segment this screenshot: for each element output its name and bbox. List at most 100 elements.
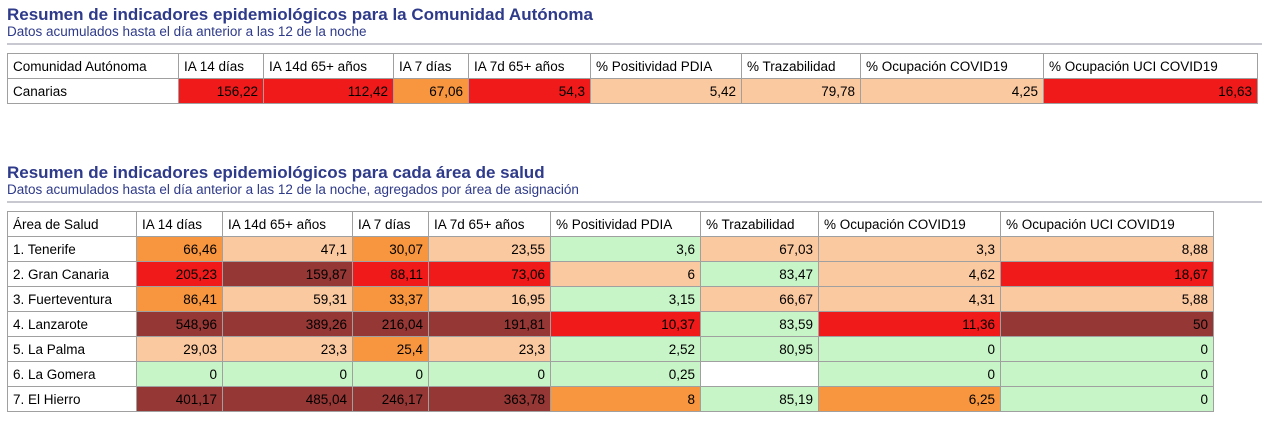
indicator-cell: 23,3 xyxy=(428,336,551,362)
indicator-cell: 112,42 xyxy=(263,78,394,104)
data-row: 6. La Gomera 0 0 0 0 0,25 0 0 xyxy=(7,361,1214,387)
indicator-cell: 73,06 xyxy=(428,261,551,287)
indicator-cell: 548,96 xyxy=(136,311,223,337)
column-header: Comunidad Autónoma xyxy=(7,53,179,79)
indicator-cell: 0 xyxy=(818,361,1001,387)
indicator-cell: 18,67 xyxy=(1000,261,1214,287)
indicator-cell: 0 xyxy=(352,361,429,387)
indicator-cell: 33,37 xyxy=(352,286,429,312)
data-row: 3. Fuerteventura 86,41 59,31 33,37 16,95 3,15… xyxy=(7,286,1214,312)
indicator-cell: 47,1 xyxy=(222,236,353,262)
indicator-cell: 2,52 xyxy=(550,336,701,362)
indicator-cell: 4,31 xyxy=(818,286,1001,312)
row-label: 2. Gran Canaria xyxy=(7,261,137,287)
section-community: Resumen de indicadores epidemiológicos p… xyxy=(7,5,1262,104)
indicator-cell: 67,03 xyxy=(700,236,819,262)
indicator-cell: 23,3 xyxy=(222,336,353,362)
indicator-cell: 0 xyxy=(222,361,353,387)
indicator-cell: 88,11 xyxy=(352,261,429,287)
column-header: % Ocupación UCI COVID19 xyxy=(1000,211,1214,237)
header-row: Comunidad Autónoma IA 14 días IA 14d 65+ a… xyxy=(7,53,1258,79)
row-label: 3. Fuerteventura xyxy=(7,286,137,312)
indicator-cell: 363,78 xyxy=(428,386,551,412)
column-header: % Trazabilidad xyxy=(700,211,819,237)
indicator-cell: 6,25 xyxy=(818,386,1001,412)
column-header: % Trazabilidad xyxy=(741,53,861,79)
indicator-cell: 66,46 xyxy=(136,236,223,262)
indicator-cell: 156,22 xyxy=(178,78,264,104)
indicator-cell: 11,36 xyxy=(818,311,1001,337)
row-label: 4. Lanzarote xyxy=(7,311,137,337)
title: Resumen de indicadores epidemiológicos p… xyxy=(7,163,545,182)
row-label: 5. La Palma xyxy=(7,336,137,362)
indicator-cell: 0 xyxy=(1000,386,1214,412)
column-header: % Positividad PDIA xyxy=(550,211,701,237)
column-header: IA 7 días xyxy=(393,53,469,79)
indicator-cell: 83,59 xyxy=(700,311,819,337)
indicator-cell: 216,04 xyxy=(352,311,429,337)
indicator-cell: 5,42 xyxy=(590,78,742,104)
indicator-cell: 85,19 xyxy=(700,386,819,412)
divider xyxy=(7,43,1262,45)
row-label: 7. El Hierro xyxy=(7,386,137,412)
indicator-cell: 0 xyxy=(818,336,1001,362)
indicator-cell: 191,81 xyxy=(428,311,551,337)
indicator-cell: 5,88 xyxy=(1000,286,1214,312)
indicator-cell: 6 xyxy=(550,261,701,287)
subtitle: Datos acumulados hasta el día anterior a… xyxy=(7,182,579,197)
column-header: IA 14d 65+ años xyxy=(222,211,353,237)
data-row: 7. El Hierro 401,17 485,04 246,17 363,78 8 85,… xyxy=(7,386,1214,412)
header-row: Área de Salud IA 14 días IA 14d 65+ años IA… xyxy=(7,211,1214,237)
indicator-cell: 16,63 xyxy=(1043,78,1258,104)
indicator-cell: 0 xyxy=(1000,361,1214,387)
indicator-cell xyxy=(700,361,819,387)
indicator-cell: 0 xyxy=(136,361,223,387)
indicator-cell: 3,15 xyxy=(550,286,701,312)
column-header: % Positividad PDIA xyxy=(590,53,742,79)
indicator-cell: 3,6 xyxy=(550,236,701,262)
column-header: % Ocupación COVID19 xyxy=(818,211,1001,237)
indicator-cell: 67,06 xyxy=(393,78,469,104)
indicator-cell: 4,62 xyxy=(818,261,1001,287)
subtitle: Datos acumulados hasta el día anterior a… xyxy=(7,24,367,39)
indicator-cell: 401,17 xyxy=(136,386,223,412)
indicator-cell: 0 xyxy=(428,361,551,387)
data-row: 2. Gran Canaria 205,23 159,87 88,11 73,06 6 83… xyxy=(7,261,1214,287)
column-header: IA 7 días xyxy=(352,211,429,237)
indicator-cell: 25,4 xyxy=(352,336,429,362)
row-label: Canarias xyxy=(7,78,179,104)
indicator-cell: 0,25 xyxy=(550,361,701,387)
divider xyxy=(7,201,1262,203)
indicator-cell: 30,07 xyxy=(352,236,429,262)
data-row: Canarias 156,22 112,42 67,06 54,3 5,42 79,78 4,… xyxy=(7,78,1258,104)
indicator-cell: 246,17 xyxy=(352,386,429,412)
row-label: 1. Tenerife xyxy=(7,236,137,262)
column-header: IA 14 días xyxy=(178,53,264,79)
indicator-cell: 54,3 xyxy=(468,78,591,104)
column-header: Área de Salud xyxy=(7,211,137,237)
indicator-cell: 205,23 xyxy=(136,261,223,287)
column-header: IA 7d 65+ años xyxy=(428,211,551,237)
indicator-cell: 10,37 xyxy=(550,311,701,337)
column-header: IA 14d 65+ años xyxy=(263,53,394,79)
indicator-cell: 8 xyxy=(550,386,701,412)
area-table: Área de Salud IA 14 días IA 14d 65+ años IA… xyxy=(7,211,1214,412)
indicator-cell: 50 xyxy=(1000,311,1214,337)
indicator-cell: 29,03 xyxy=(136,336,223,362)
column-header: % Ocupación UCI COVID19 xyxy=(1043,53,1258,79)
column-header: % Ocupación COVID19 xyxy=(860,53,1044,79)
indicator-cell: 23,55 xyxy=(428,236,551,262)
indicator-cell: 389,26 xyxy=(222,311,353,337)
indicator-cell: 80,95 xyxy=(700,336,819,362)
title: Resumen de indicadores epidemiológicos p… xyxy=(7,5,593,24)
data-row: 5. La Palma 29,03 23,3 25,4 23,3 2,52 80,95 0 0 xyxy=(7,336,1214,362)
indicator-cell: 485,04 xyxy=(222,386,353,412)
indicator-cell: 0 xyxy=(1000,336,1214,362)
data-row: 4. Lanzarote 548,96 389,26 216,04 191,81 10,3… xyxy=(7,311,1214,337)
community-table: Comunidad Autónoma IA 14 días IA 14d 65+ a… xyxy=(7,53,1258,104)
indicator-cell: 86,41 xyxy=(136,286,223,312)
indicator-cell: 16,95 xyxy=(428,286,551,312)
indicator-cell: 3,3 xyxy=(818,236,1001,262)
indicator-cell: 79,78 xyxy=(741,78,861,104)
